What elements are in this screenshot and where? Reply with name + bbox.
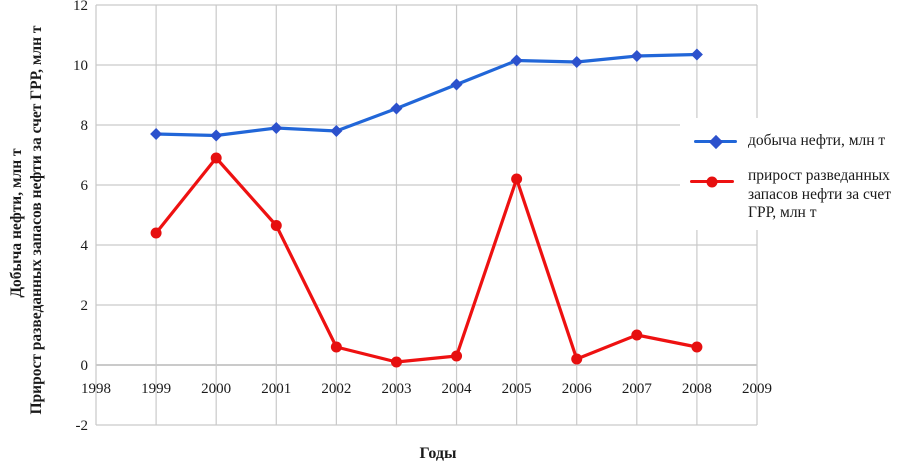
red-circle-marker-icon: [706, 176, 718, 188]
y-axis-title-reserves-growth: Прирост разведанных запасов нефти за сче…: [28, 25, 45, 415]
legend-sample-production: [694, 134, 737, 149]
data-point-diamond: [270, 122, 283, 134]
data-point-circle: [571, 353, 583, 365]
data-point-diamond: [330, 125, 343, 137]
data-point-diamond: [570, 56, 583, 68]
x-tick-label: 2009: [742, 381, 772, 397]
y-tick-label: 6: [81, 178, 89, 194]
x-tick-label: 2000: [201, 381, 231, 397]
data-point-diamond: [690, 48, 703, 61]
x-tick-label: 2005: [502, 381, 532, 397]
blue-diamond-marker-icon: [708, 134, 723, 149]
x-tick-label: 1999: [141, 381, 171, 397]
y-tick-label: -2: [76, 418, 89, 434]
y-tick-label: 0: [81, 358, 89, 374]
series-line-circle: [154, 156, 699, 364]
series-line-diamond: [154, 52, 699, 138]
x-axis-title: Годы: [419, 445, 457, 462]
legend-label-reserves: прирост разведанных запасов нефти за сче…: [748, 167, 892, 222]
data-point-diamond: [150, 128, 163, 140]
y-tick-label: 10: [73, 58, 88, 74]
legend-label-production: добыча нефти, млн т: [748, 132, 886, 149]
x-tick-label: 2008: [682, 381, 712, 397]
data-point-circle: [691, 341, 703, 353]
data-point-diamond: [630, 50, 643, 62]
data-point-circle: [270, 220, 282, 231]
data-point-circle: [451, 350, 463, 362]
x-tick-label: 2007: [622, 381, 653, 397]
data-point-circle: [150, 227, 162, 239]
x-tick-label: 2004: [442, 381, 473, 397]
x-tick-label: 2006: [562, 381, 593, 397]
data-point-circle: [210, 152, 222, 164]
y-tick-label: 2: [81, 298, 89, 314]
data-point-diamond: [210, 129, 223, 142]
y-axis-title-production: Добыча нефти, млн т: [8, 148, 25, 298]
x-tick-label: 2001: [261, 381, 291, 397]
data-point-circle: [631, 329, 643, 341]
x-tick-label: 2003: [381, 381, 411, 397]
data-point-diamond: [390, 102, 403, 115]
y-tick-label: 12: [73, 0, 88, 14]
legend-sample-reserves: [690, 176, 734, 188]
x-tick-label: 1998: [81, 381, 111, 397]
y-tick-label: 8: [81, 118, 89, 134]
y-tick-label: 4: [81, 238, 89, 254]
data-point-diamond: [450, 78, 463, 91]
data-point-circle: [511, 173, 523, 185]
legend: добыча нефти, млн т прирост разведанных …: [680, 118, 900, 230]
data-point-circle: [330, 341, 342, 353]
x-tick-label: 2002: [321, 381, 351, 397]
data-point-diamond: [510, 54, 523, 67]
data-point-circle: [390, 356, 402, 368]
